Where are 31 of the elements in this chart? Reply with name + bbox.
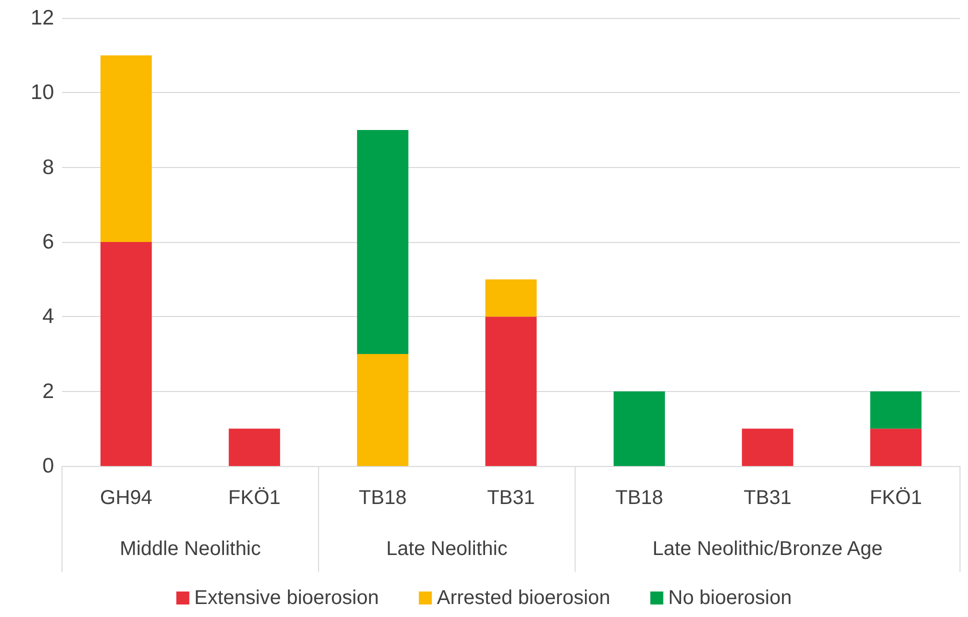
legend-label: Arrested bioerosion [436, 587, 610, 609]
y-tick-label: 0 [42, 454, 54, 478]
text: Late Neolithic [386, 538, 508, 560]
y-tick-label: 4 [42, 305, 54, 328]
bar [100, 242, 152, 466]
bar [614, 391, 665, 466]
bar [228, 428, 280, 466]
y-tick-label: 6 [42, 230, 54, 254]
x-tick-label: TB18 [615, 487, 664, 509]
x-tick-label: FKÖ1 [870, 487, 922, 509]
bar [100, 55, 152, 242]
x-tick-label: TB31 [744, 487, 792, 509]
x-tick-label: TB18 [358, 487, 407, 509]
y-tick-label: 8 [42, 156, 54, 179]
x-tick-label: GH94 [100, 487, 152, 509]
text: Middle Neolithic [120, 538, 261, 560]
x-tick-label: TB31 [487, 487, 535, 509]
legend-label: No bioerosion [668, 587, 792, 609]
bar [485, 316, 537, 466]
bar [870, 428, 922, 466]
legend-label: Extensive bioerosion [194, 587, 379, 609]
y-tick-label: 10 [30, 81, 54, 104]
bar [357, 354, 408, 466]
y-tick-label: 12 [30, 6, 54, 30]
bar [870, 391, 922, 429]
bar [742, 428, 794, 466]
y-tick-label: 2 [42, 380, 54, 403]
bar [357, 130, 408, 354]
bar [485, 279, 537, 317]
text: Late Neolithic/Bronze Age [652, 538, 883, 560]
x-tick-label: FKÖ1 [228, 487, 281, 509]
